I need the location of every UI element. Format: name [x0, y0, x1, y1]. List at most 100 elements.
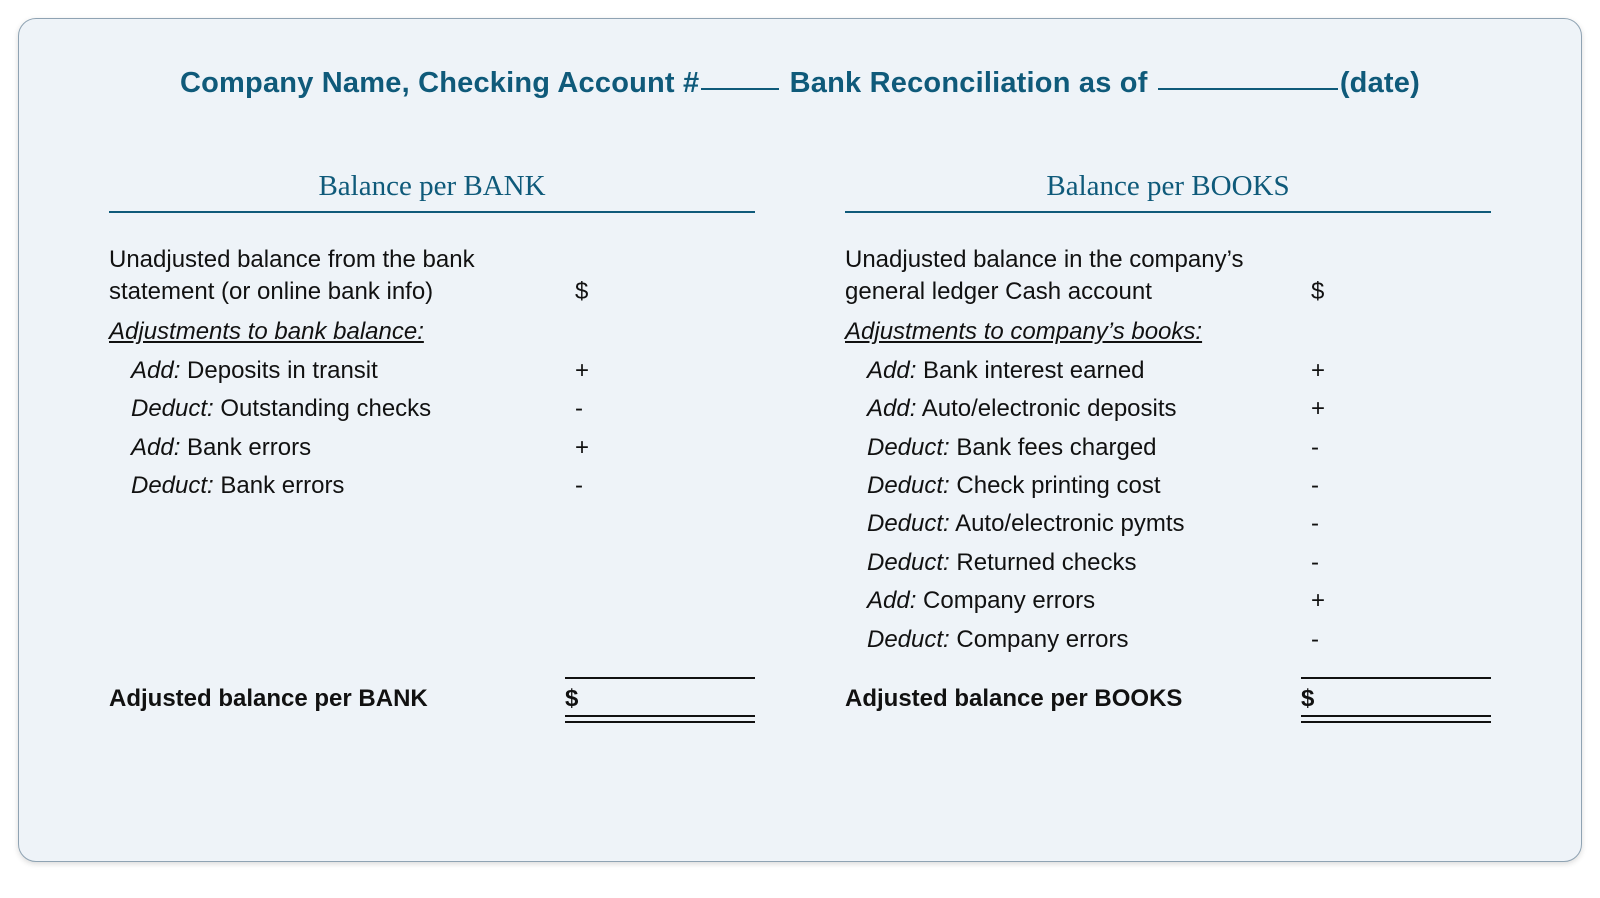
books-adj-symbol: -	[1311, 432, 1341, 464]
books-adj-prefix: Deduct:	[867, 549, 950, 576]
books-adj-row: Add: Bank interest earned +	[845, 352, 1491, 390]
books-adj-label: Deduct: Returned checks	[845, 547, 1311, 579]
books-adj-label: Add: Company errors	[845, 585, 1311, 617]
books-adj-label: Deduct: Company errors	[845, 624, 1311, 656]
bank-adj-symbol: +	[575, 355, 605, 387]
books-adj-symbol: -	[1311, 547, 1341, 579]
books-adj-row: Add: Auto/electronic deposits +	[845, 390, 1491, 428]
bank-adj-prefix: Deduct:	[131, 395, 214, 422]
bank-adj-value	[605, 463, 755, 464]
bank-adj-row: Deduct: Outstanding checks -	[109, 390, 755, 428]
bank-adj-row: Add: Bank errors +	[109, 429, 755, 467]
bank-adj-symbol: +	[575, 432, 605, 464]
books-adj-row: Deduct: Company errors -	[845, 621, 1491, 659]
bank-adj-text: Deposits in transit	[180, 357, 377, 384]
bank-adj-prefix: Add:	[131, 434, 180, 461]
books-adj-prefix: Add:	[867, 357, 916, 384]
bank-adj-row: Deduct: Bank errors -	[109, 467, 755, 505]
bank-adj-prefix: Deduct:	[131, 472, 214, 499]
books-adj-symbol: -	[1311, 508, 1341, 540]
bank-total-amount: $	[565, 677, 755, 713]
books-adj-value	[1341, 425, 1491, 426]
books-adj-label: Deduct: Check printing cost	[845, 470, 1311, 502]
bank-adj-symbol: -	[575, 393, 605, 425]
title-part2: Bank Reconciliation as of	[790, 67, 1156, 99]
books-unadjusted-row: Unadjusted balance in the company’s gene…	[845, 241, 1491, 312]
bank-adj-value	[605, 425, 755, 426]
books-column: Balance per BOOKS Unadjusted balance in …	[845, 170, 1491, 713]
books-column-heading: Balance per BOOKS	[845, 170, 1491, 213]
bank-adj-row: Add: Deposits in transit +	[109, 352, 755, 390]
bank-adj-label: Deduct: Outstanding checks	[109, 393, 575, 425]
bank-column-heading: Balance per BANK	[109, 170, 755, 213]
books-adj-label: Add: Auto/electronic deposits	[845, 393, 1311, 425]
title-part3: (date)	[1340, 67, 1420, 99]
bank-unadjusted-value	[605, 308, 755, 309]
books-total-amount: $	[1301, 677, 1491, 713]
books-adj-text: Auto/electronic deposits	[916, 395, 1176, 422]
books-adj-value	[1341, 540, 1491, 541]
books-adj-value	[1341, 655, 1491, 656]
books-adj-prefix: Deduct:	[867, 472, 950, 499]
bank-unadjusted-row: Unadjusted balance from the bank stateme…	[109, 241, 755, 312]
bank-total-symbol: $	[565, 685, 593, 713]
bank-column: Balance per BANK Unadjusted balance from…	[109, 170, 755, 713]
title-part1: Company Name, Checking Account #	[180, 67, 699, 99]
bank-unadjusted-symbol: $	[575, 276, 605, 308]
bank-adj-label: Add: Bank errors	[109, 432, 575, 464]
page-title: Company Name, Checking Account # Bank Re…	[79, 67, 1521, 100]
bank-adj-value	[605, 386, 755, 387]
books-adj-symbol: +	[1311, 585, 1341, 617]
books-adj-label: Deduct: Auto/electronic pymts	[845, 508, 1311, 540]
bank-adj-text: Outstanding checks	[214, 395, 431, 422]
books-adj-text: Bank interest earned	[916, 357, 1144, 384]
blank-account-number	[701, 88, 779, 90]
books-adj-text: Auto/electronic pymts	[950, 510, 1185, 537]
blank-date	[1158, 88, 1338, 90]
books-adj-label: Add: Bank interest earned	[845, 355, 1311, 387]
bank-adj-value	[605, 501, 755, 502]
columns-container: Balance per BANK Unadjusted balance from…	[79, 170, 1521, 713]
books-adj-value	[1341, 578, 1491, 579]
bank-total-row: Adjusted balance per BANK $	[109, 677, 755, 713]
books-adj-value	[1341, 386, 1491, 387]
bank-adj-text: Bank errors	[214, 472, 345, 499]
books-adj-row: Deduct: Returned checks -	[845, 544, 1491, 582]
books-adj-symbol: -	[1311, 470, 1341, 502]
books-adj-row: Deduct: Auto/electronic pymts -	[845, 505, 1491, 543]
books-adj-prefix: Deduct:	[867, 626, 950, 653]
books-unadjusted-symbol: $	[1311, 276, 1341, 308]
books-unadjusted-value	[1341, 308, 1491, 309]
books-adj-prefix: Deduct:	[867, 510, 950, 537]
books-adj-text: Check printing cost	[950, 472, 1161, 499]
books-adj-value	[1341, 501, 1491, 502]
bank-adj-label: Deduct: Bank errors	[109, 470, 575, 502]
books-adj-row: Deduct: Bank fees charged -	[845, 429, 1491, 467]
bank-spacer	[109, 505, 755, 659]
books-adj-row: Deduct: Check printing cost -	[845, 467, 1491, 505]
books-adj-label: Deduct: Bank fees charged	[845, 432, 1311, 464]
bank-adj-symbol: -	[575, 470, 605, 502]
books-total-symbol: $	[1301, 685, 1329, 713]
books-adj-prefix: Deduct:	[867, 434, 950, 461]
books-adj-symbol: +	[1311, 393, 1341, 425]
bank-adjustments-subhead: Adjustments to bank balance:	[109, 312, 755, 352]
books-adj-text: Returned checks	[950, 549, 1137, 576]
bank-adj-text: Bank errors	[180, 434, 311, 461]
books-adj-row: Add: Company errors +	[845, 582, 1491, 620]
bank-total-label: Adjusted balance per BANK	[109, 685, 565, 713]
books-unadjusted-label: Unadjusted balance in the company’s gene…	[845, 244, 1311, 309]
books-adj-value	[1341, 617, 1491, 618]
books-total-row: Adjusted balance per BOOKS $	[845, 677, 1491, 713]
books-adjustments-subhead: Adjustments to company’s books:	[845, 312, 1491, 352]
books-adj-prefix: Add:	[867, 395, 916, 422]
books-total-label: Adjusted balance per BOOKS	[845, 685, 1301, 713]
books-adj-symbol: +	[1311, 355, 1341, 387]
books-adj-symbol: -	[1311, 624, 1341, 656]
books-adj-prefix: Add:	[867, 587, 916, 614]
bank-adj-label: Add: Deposits in transit	[109, 355, 575, 387]
books-adj-value	[1341, 463, 1491, 464]
bank-unadjusted-label: Unadjusted balance from the bank stateme…	[109, 244, 575, 309]
bank-adj-prefix: Add:	[131, 357, 180, 384]
books-adj-text: Bank fees charged	[950, 434, 1157, 461]
